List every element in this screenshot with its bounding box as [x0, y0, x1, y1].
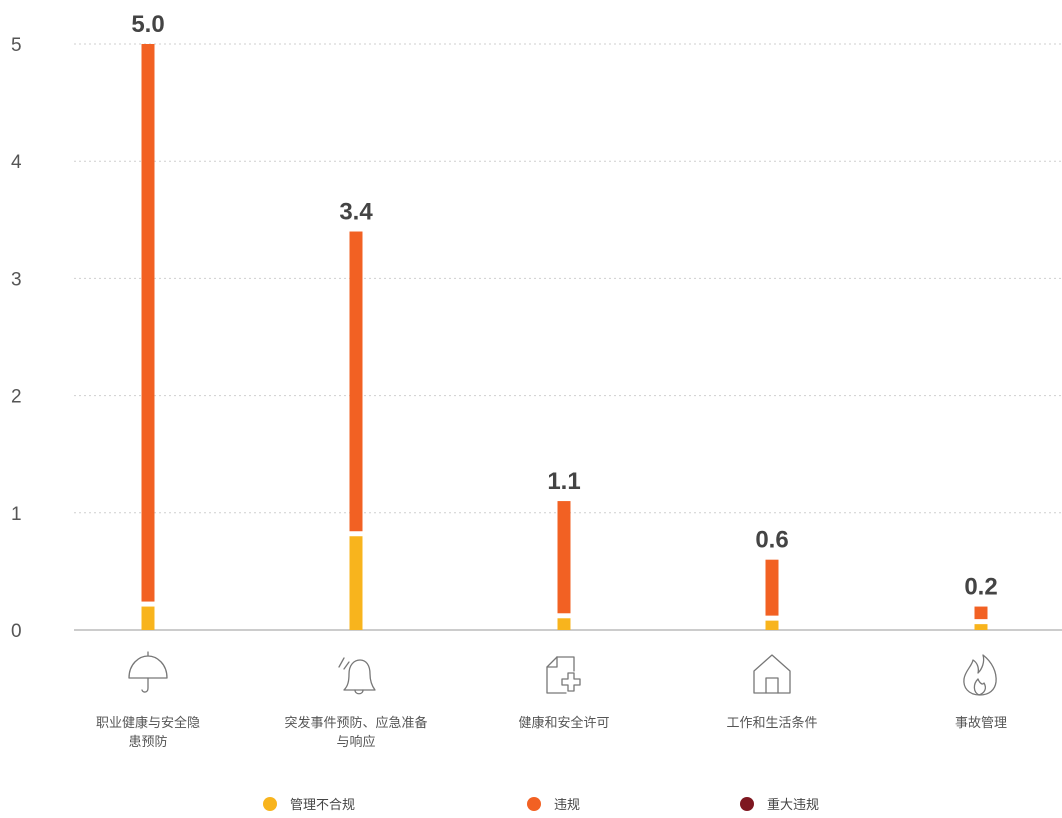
- category-label: 职业健康与安全隐: [96, 715, 200, 731]
- bar-segment: [141, 606, 155, 630]
- bar-total-label: 0.2: [964, 574, 997, 601]
- medical-document-icon: [546, 656, 581, 694]
- bar-total-label: 0.6: [755, 527, 788, 554]
- bar-total-label: 3.4: [339, 199, 373, 226]
- category-label: 事故管理: [955, 716, 1007, 731]
- y-tick-label: 2: [11, 387, 22, 408]
- legend: 管理不合规 违规 重大违规: [263, 797, 819, 813]
- bar-total-label: 5.0: [131, 11, 164, 38]
- category-label: 与响应: [336, 734, 375, 750]
- fire-icon: [963, 654, 997, 696]
- bar-segment: [557, 618, 571, 630]
- bar-segment: [974, 624, 988, 630]
- legend-swatch: [263, 797, 277, 811]
- bar-segment: [765, 620, 779, 630]
- bar-segment: [557, 501, 571, 614]
- legend-label: 重大违规: [767, 797, 819, 813]
- total-labels: 5.0 3.4 1.1 0.6 0.2: [131, 11, 997, 601]
- category-label: 工作和生活条件: [726, 715, 817, 731]
- bar-segment: [765, 559, 779, 616]
- legend-label: 违规: [554, 798, 580, 813]
- bar-segment: [349, 231, 363, 532]
- y-axis-ticks: 0 1 2 3 4 5: [11, 35, 22, 642]
- bars: [141, 44, 988, 630]
- category-label: 突发事件预防、应急准备: [284, 715, 427, 731]
- y-tick-label: 1: [11, 504, 22, 525]
- bar-segment: [349, 536, 363, 630]
- bar-segment: [141, 44, 155, 602]
- bell-icon: [338, 657, 376, 695]
- category-icons: [128, 651, 997, 696]
- house-icon: [753, 654, 791, 694]
- bar-total-label: 1.1: [547, 468, 580, 495]
- legend-label: 管理不合规: [290, 798, 355, 813]
- grid-lines: [74, 43, 1062, 514]
- umbrella-icon: [128, 651, 168, 693]
- y-tick-label: 4: [11, 152, 22, 173]
- y-tick-label: 0: [11, 621, 22, 642]
- y-tick-label: 3: [11, 269, 22, 290]
- bar-segment: [974, 606, 988, 620]
- category-label: 健康和安全许可: [518, 715, 609, 731]
- y-tick-label: 5: [11, 35, 22, 56]
- category-label: 患预防: [128, 734, 167, 750]
- legend-swatch: [527, 797, 541, 811]
- legend-swatch: [740, 797, 754, 811]
